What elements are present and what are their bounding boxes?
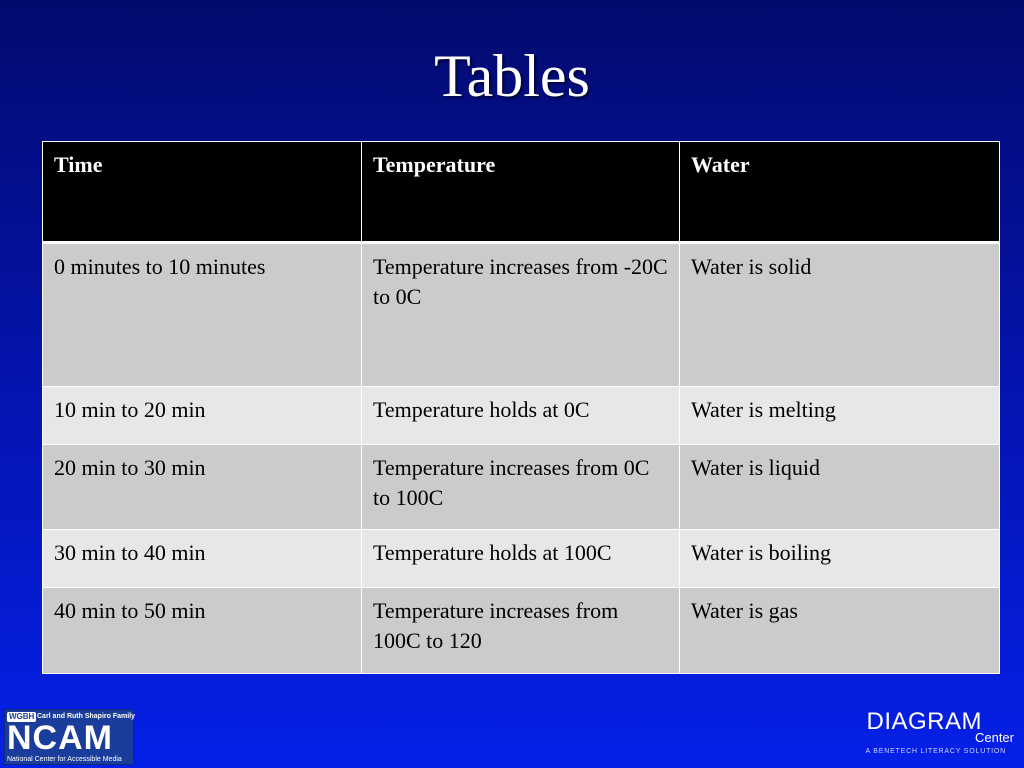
table-row: 0 minutes to 10 minutes Temperature incr…	[42, 242, 1000, 387]
table-row: 30 min to 40 min Temperature holds at 10…	[42, 529, 1000, 588]
water-cell: Water is gas	[679, 587, 1000, 674]
data-table: Time Temperature Water 0 minutes to 10 m…	[42, 141, 1000, 674]
column-header-temperature: Temperature	[361, 141, 680, 244]
table-row: 10 min to 20 min Temperature holds at 0C…	[42, 386, 1000, 445]
time-cell: 10 min to 20 min	[42, 386, 362, 445]
water-cell: Water is boiling	[679, 529, 1000, 588]
time-cell: 0 minutes to 10 minutes	[42, 242, 362, 387]
column-header-time: Time	[42, 141, 362, 244]
wgbh-badge: WGBH	[7, 712, 37, 722]
diagram-center-logo: DIAGRAM Center A BENETECH LITERACY SOLUT…	[864, 708, 1014, 760]
temperature-cell: Temperature holds at 100C	[361, 529, 680, 588]
diagram-tagline: A BENETECH LITERACY SOLUTION	[865, 748, 1006, 755]
water-cell: Water is solid	[679, 242, 1000, 387]
table-header-row: Time Temperature Water	[42, 141, 1000, 244]
table-row: 40 min to 50 min Temperature increases f…	[42, 587, 1000, 674]
table-row: 20 min to 30 min Temperature increases f…	[42, 444, 1000, 530]
ncam-logo: WGBH Carl and Ruth Shapiro Family NCAM N…	[4, 709, 136, 765]
time-cell: 40 min to 50 min	[42, 587, 362, 674]
water-cell: Water is liquid	[679, 444, 1000, 530]
diagram-wordmark: DIAGRAM	[866, 708, 982, 735]
ncam-family-line: Carl and Ruth Shapiro Family	[37, 713, 136, 720]
ncam-subtitle: National Center for Accessible Media	[7, 756, 122, 763]
ncam-wordmark: NCAM	[7, 719, 113, 757]
slide-title: Tables	[434, 43, 590, 109]
time-cell: 30 min to 40 min	[42, 529, 362, 588]
temperature-cell: Temperature increases from 0C to 100C	[361, 444, 680, 530]
temperature-cell: Temperature increases from 100C to 120	[361, 587, 680, 674]
temperature-cell: Temperature holds at 0C	[361, 386, 680, 445]
column-header-water: Water	[679, 141, 1000, 244]
time-cell: 20 min to 30 min	[42, 444, 362, 530]
diagram-center-label: Center	[974, 730, 1014, 745]
water-cell: Water is melting	[679, 386, 1000, 445]
temperature-cell: Temperature increases from -20C to 0C	[361, 242, 680, 387]
